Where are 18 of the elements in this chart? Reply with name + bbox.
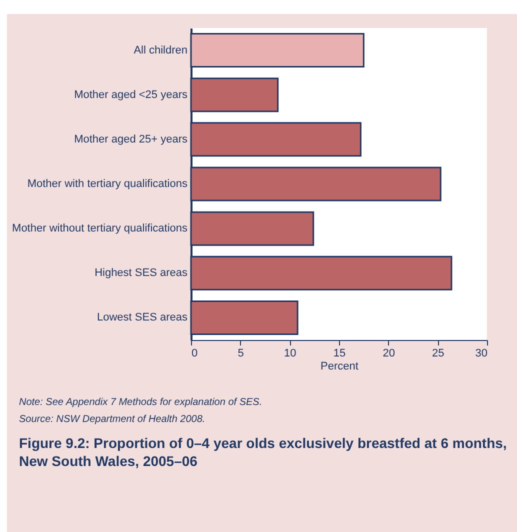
x-tick-label: 20 (382, 348, 395, 360)
x-tick-label: 25 (432, 348, 444, 360)
x-tick-label: 30 (475, 348, 488, 360)
y-tick-label: Mother aged 25+ years (74, 133, 188, 146)
y-tick-label: All children (134, 44, 188, 56)
source-note: Source: NSW Department of Health 2008. (19, 414, 206, 425)
text: Figure 9.2: Proportion of 0–4 year olds exclusively breastfed at 6 months, New South Wales, 2005–06 (19, 435, 508, 470)
y-tick-label: Mother aged <25 years (74, 88, 188, 101)
x-tick-label: 5 (238, 348, 244, 360)
y-tick-label: Mother with tertiary qualifications (27, 178, 188, 190)
x-tick-label: 0 (192, 348, 198, 360)
y-tick-label: Highest SES areas (94, 267, 188, 280)
y-tick-label: Lowest SES areas (97, 312, 188, 324)
y-tick-label: Mother without tertiary qualifications (12, 222, 188, 235)
x-tick-label: 15 (333, 348, 346, 360)
x-axis-title: Percent (320, 360, 358, 372)
x-tick-label: 10 (284, 348, 296, 360)
text: Note: See Appendix 7 Methods for explanation of SES. (19, 397, 264, 408)
